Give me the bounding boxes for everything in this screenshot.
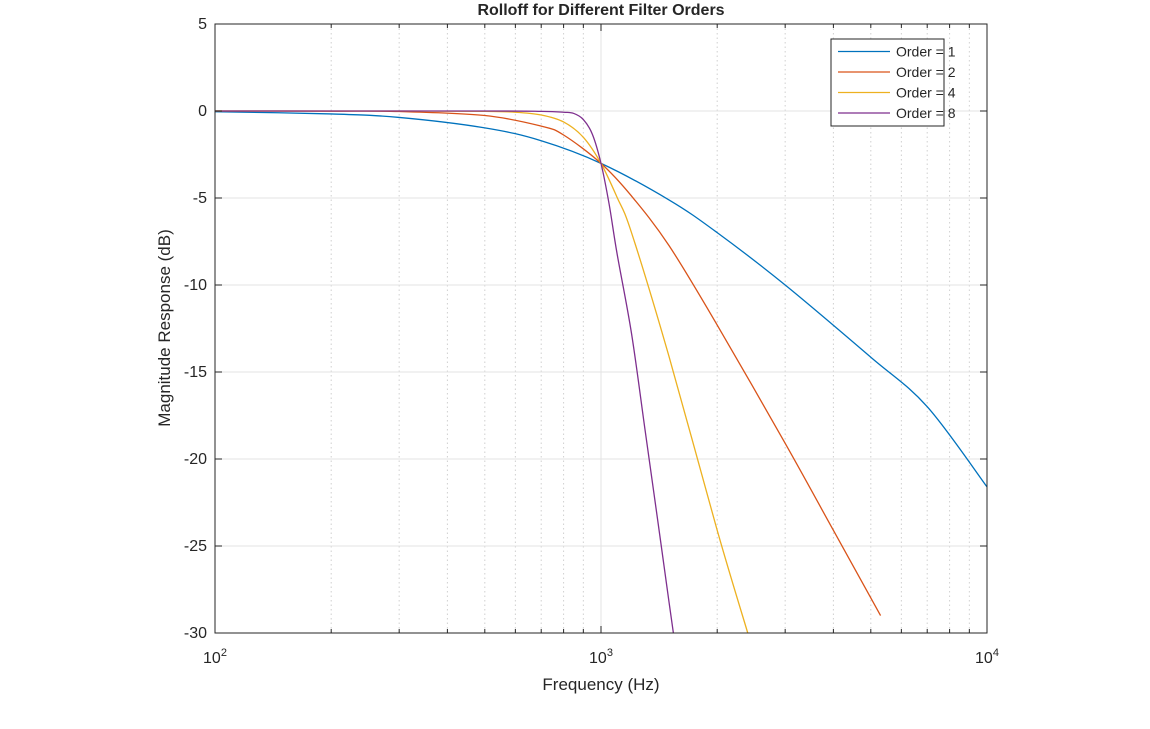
y-tick-label: -10 <box>184 277 207 294</box>
y-tick-label: -5 <box>193 190 207 207</box>
y-tick-label: 0 <box>198 103 207 120</box>
x-tick-label: 103 <box>589 647 613 667</box>
x-tick-label: 104 <box>975 647 999 667</box>
series-line-order-4 <box>215 110 675 633</box>
y-tick-label: 5 <box>198 16 207 33</box>
chart-title: Rolloff for Different Filter Orders <box>477 2 724 19</box>
y-tick-label: -30 <box>184 625 207 642</box>
y-tick-label: -15 <box>184 364 207 381</box>
legend-label-order-4: Order = 8 <box>896 105 956 121</box>
legend-label-order-3: Order = 4 <box>896 85 956 101</box>
series-lines <box>215 110 987 633</box>
axis-ticks: 102 103 104 5 0 -5 -10 -15 -20 -25 -30 <box>184 16 999 667</box>
legend: Order = 1 Order = 2 Order = 4 Order = 8 <box>830 38 956 127</box>
y-tick-label: -25 <box>184 538 207 555</box>
series-line-order-1 <box>215 111 987 488</box>
x-axis-label: Frequency (Hz) <box>542 675 659 694</box>
legend-label-order-2: Order = 2 <box>896 64 956 80</box>
legend-label-order-1: Order = 1 <box>896 44 956 60</box>
y-tick-label: -20 <box>184 451 207 468</box>
y-axis-label: Magnitude Response (dB) <box>155 229 174 427</box>
x-tick-label: 102 <box>203 647 227 667</box>
legend-box <box>830 38 945 127</box>
